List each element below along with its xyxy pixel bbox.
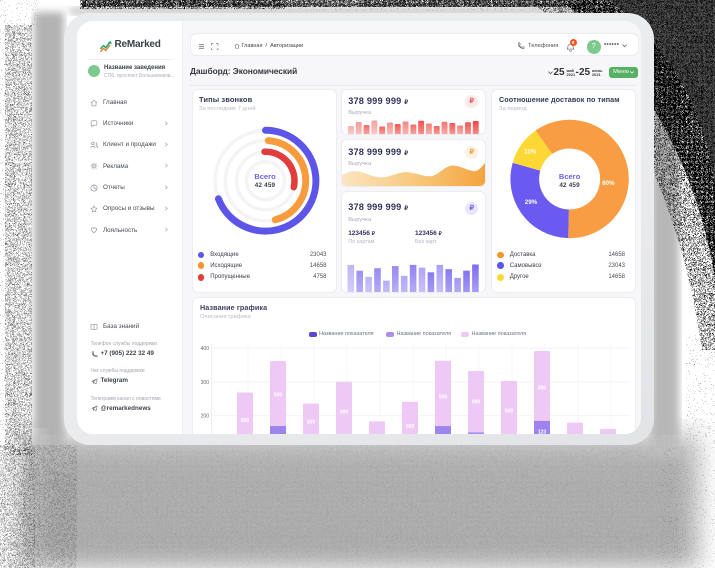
svg-text:123: 123 [537,429,546,434]
svg-text:500: 500 [471,399,480,405]
svg-text:500: 500 [537,385,546,391]
svg-text:500: 500 [273,392,282,398]
svg-text:200: 200 [200,413,209,419]
svg-text:500: 500 [306,419,315,425]
svg-text:29%: 29% [525,199,538,206]
svg-text:500: 500 [405,424,414,430]
svg-text:400: 400 [200,346,209,352]
svg-text:500: 500 [438,394,447,400]
svg-text:300: 300 [200,380,209,386]
svg-text:500: 500 [339,409,348,415]
svg-text:500: 500 [504,408,513,414]
svg-text:60%: 60% [602,180,615,187]
svg-text:11%: 11% [524,148,537,155]
svg-text:500: 500 [240,417,249,423]
